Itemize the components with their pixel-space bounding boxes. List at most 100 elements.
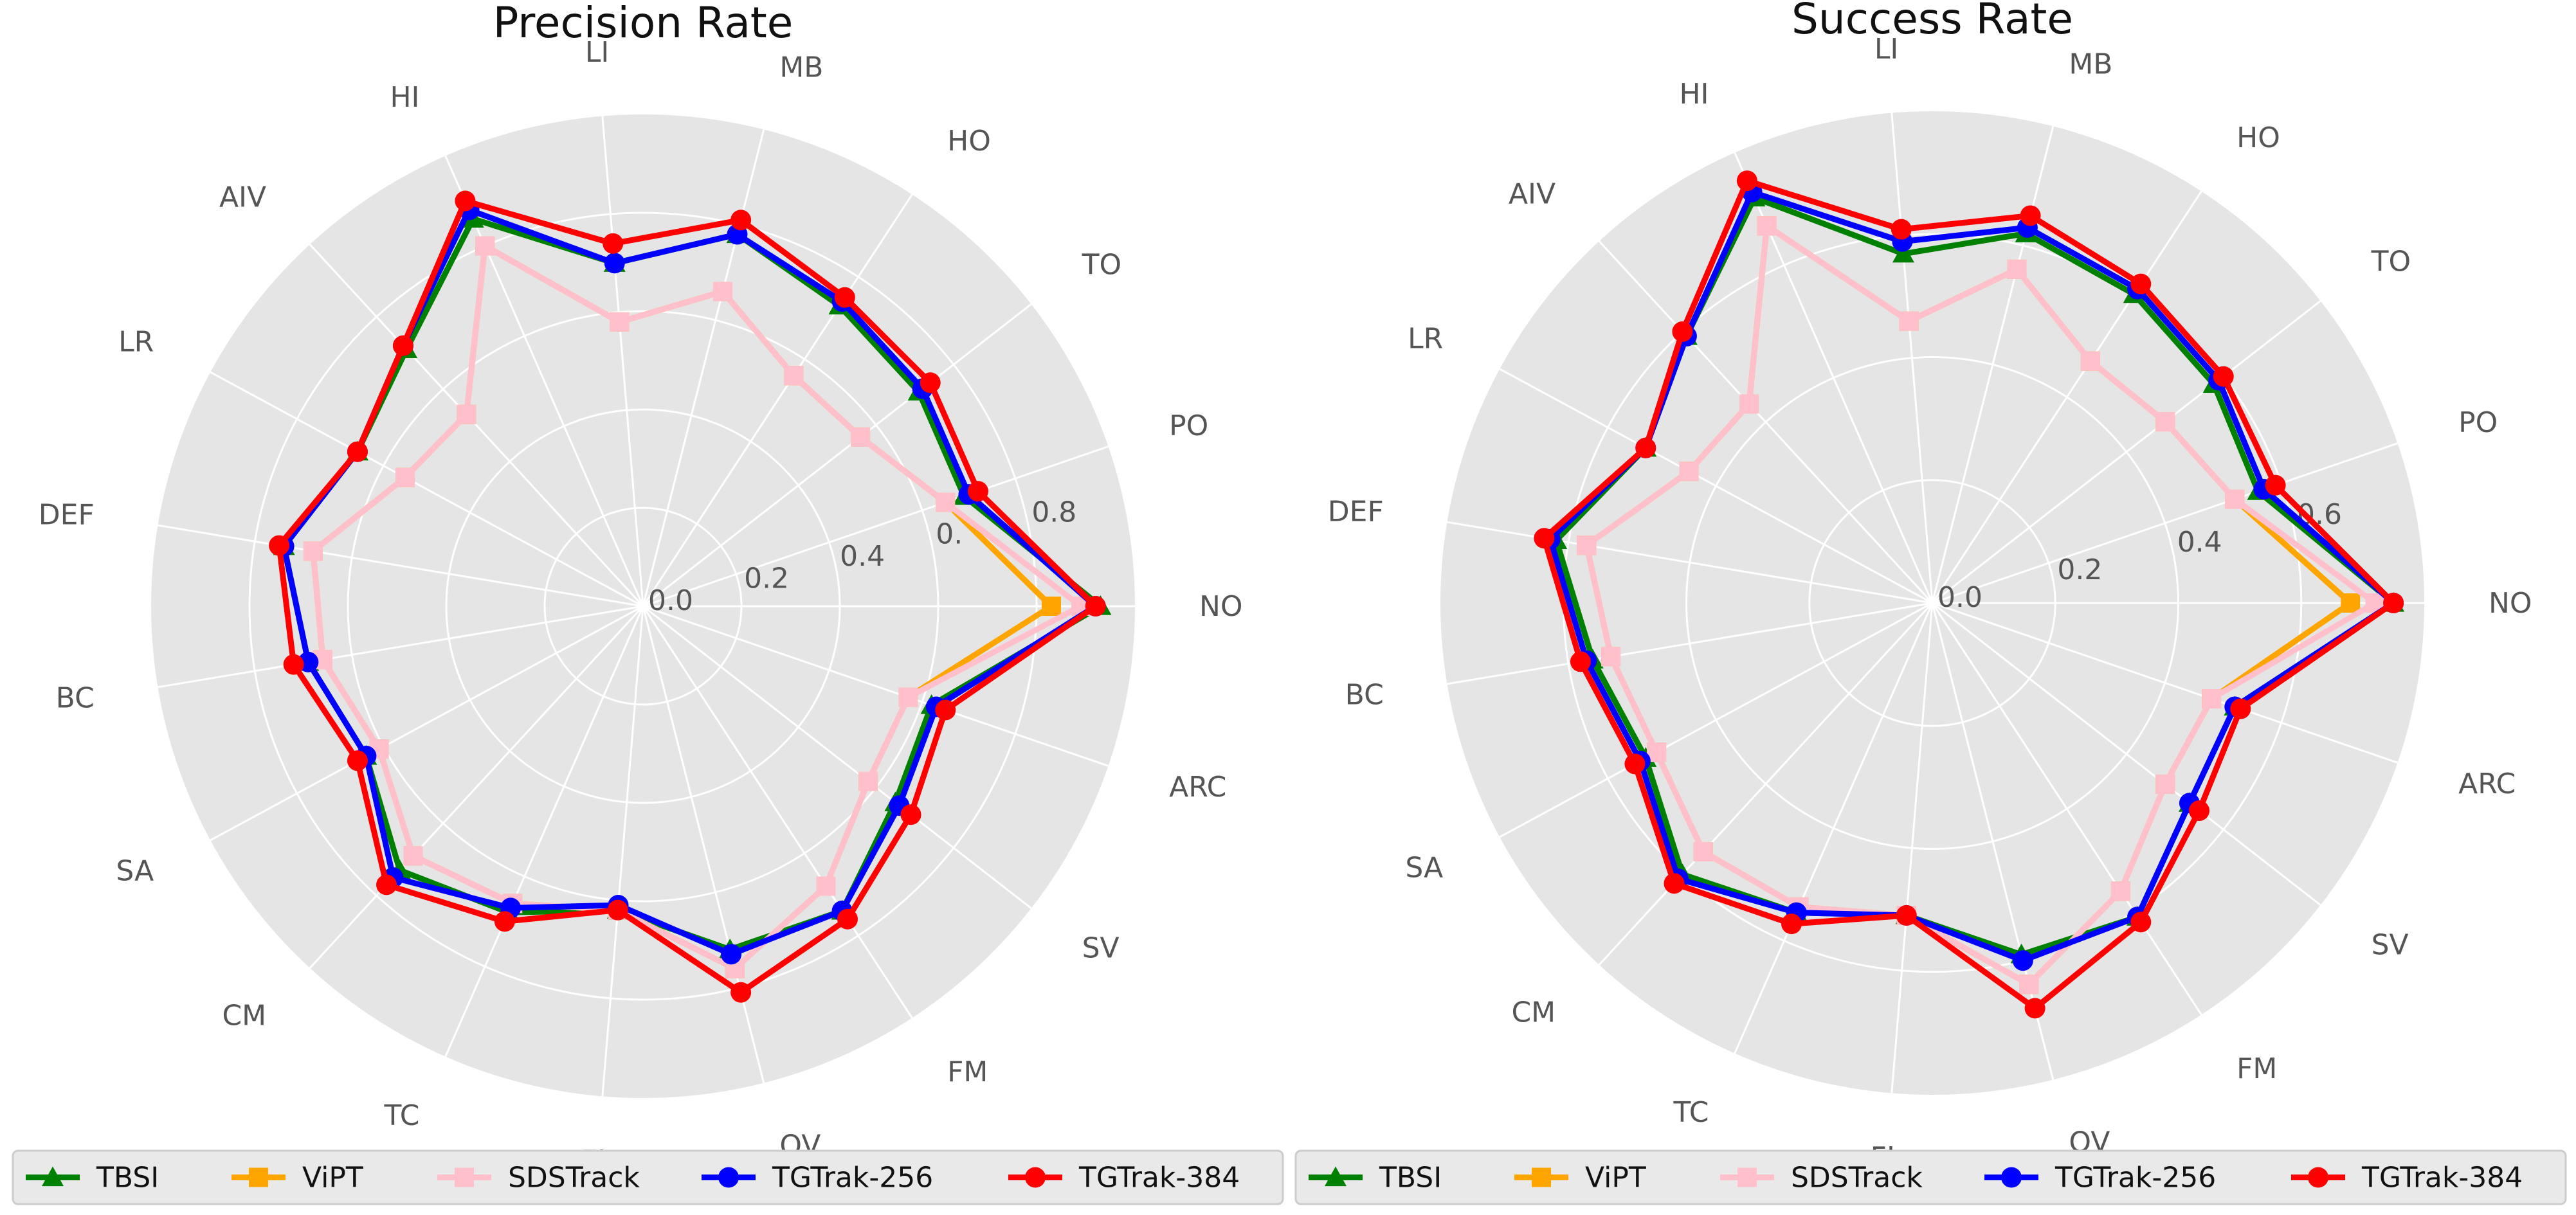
spoke-to <box>642 303 1032 608</box>
spoke-bc <box>158 605 644 688</box>
sdstrack-point-8 <box>395 467 415 487</box>
legend-item-tbsi: TBSI <box>1309 1162 1442 1194</box>
tick-label-2: 0.4 <box>840 540 885 573</box>
tick-label-3: 0. <box>936 518 963 551</box>
spoke-po <box>642 446 1109 608</box>
legend-vipt-point-0 <box>1532 1167 1551 1187</box>
tick-label-2: 0.4 <box>2177 526 2222 559</box>
category-label-cm: CM <box>222 999 266 1032</box>
legend-vipt-point-0 <box>249 1167 268 1187</box>
category-label-def: DEF <box>39 499 95 532</box>
legend-sdstrack-point-0 <box>1737 1167 1757 1187</box>
tick-label-4: 0.8 <box>1031 496 1076 528</box>
sdstrack-point-18 <box>2202 689 2222 709</box>
tgtrak-384-point-4 <box>730 210 752 231</box>
legend-sdstrack-point-0 <box>455 1167 474 1187</box>
tbsi-point-5 <box>1892 242 1914 263</box>
category-label-po: PO <box>2458 406 2498 439</box>
category-label-to: TO <box>1082 249 1122 282</box>
tgtrak-384-point-15 <box>2024 998 2045 1019</box>
spoke-aiv <box>309 244 644 608</box>
tgtrak-384-point-3 <box>834 287 855 308</box>
success-rate-chart: 0.00.20.40.6NOPOTOHOMBLIHIAIVLRDEFBCSACM… <box>1328 0 2532 1174</box>
spoke-ho <box>1931 190 2202 604</box>
tgtrak-384-point-7 <box>1672 321 1693 342</box>
category-label-fm: FM <box>2236 1052 2277 1085</box>
sdstrack-point-16 <box>816 876 836 896</box>
spoke-cm <box>309 605 644 969</box>
tick-label-0: 0.0 <box>648 584 693 617</box>
category-label-hi: HI <box>1679 78 1709 111</box>
legend-item-sdstrack: SDSTrack <box>1720 1162 1923 1194</box>
chart-title: Precision Rate <box>493 0 794 48</box>
sdstrack-point-9 <box>1577 536 1597 555</box>
sdstrack-point-5 <box>610 312 630 332</box>
tgtrak-384-point-14 <box>1896 905 1917 926</box>
category-label-tc: TC <box>1673 1096 1709 1129</box>
tgtrak-384-point-0 <box>2383 593 2404 613</box>
sdstrack-point-18 <box>898 687 918 707</box>
spoke-tc <box>1734 602 1934 1054</box>
tgtrak-384-point-2 <box>2213 366 2234 387</box>
legend-label-vipt: ViPT <box>1585 1162 1646 1194</box>
tgtrak-384-markers <box>1534 170 2404 1019</box>
category-label-to: TO <box>2371 246 2411 278</box>
category-label-lr: LR <box>118 325 154 358</box>
category-label-no: NO <box>2489 587 2532 620</box>
category-label-aiv: AIV <box>219 181 266 214</box>
sdstrack-point-1 <box>936 492 956 512</box>
sdstrack-point-2 <box>2155 412 2175 432</box>
tgtrak-256-series-line <box>281 207 1099 957</box>
tgtrak-384-point-16 <box>2130 912 2152 933</box>
tgtrak-384-point-8 <box>1635 437 1656 458</box>
category-label-tc: TC <box>384 1099 420 1132</box>
sdstrack-point-4 <box>712 282 732 302</box>
legend-item-vipt: ViPT <box>1514 1162 1646 1194</box>
tgtrak-384-point-13 <box>494 911 515 932</box>
spoke-sa <box>210 605 644 842</box>
tgtrak-384-point-9 <box>1534 528 1555 549</box>
tgtrak-384-markers <box>269 190 1106 1003</box>
tgtrak-384-point-5 <box>1891 219 1912 240</box>
legend-label-tbsi: TBSI <box>96 1162 159 1194</box>
vipt-point-0 <box>2341 593 2361 613</box>
chart-title: Success Rate <box>1791 0 2073 44</box>
tgtrak-384-point-8 <box>347 441 368 462</box>
category-label-mb: MB <box>779 51 823 84</box>
category-label-bc: BC <box>56 681 95 714</box>
spoke-cm <box>1598 602 1934 966</box>
category-label-aiv: AIV <box>1509 178 1556 211</box>
tgtrak-384-point-4 <box>2020 205 2041 226</box>
legend-label-tbsi: TBSI <box>1379 1162 1442 1194</box>
spoke-bc <box>1447 602 1933 685</box>
legend-item-sdstrack: SDSTrack <box>437 1162 640 1194</box>
sdstrack-point-10 <box>1601 647 1621 667</box>
legend-label-sdstrack: SDSTrack <box>1791 1162 1923 1194</box>
spoke-tc <box>444 606 644 1058</box>
sdstrack-series-line <box>310 243 1084 972</box>
spoke-lr <box>1499 368 1933 604</box>
legend-tbsi-point-0 <box>1325 1166 1347 1187</box>
legend-label-vipt: ViPT <box>302 1162 363 1194</box>
spoke-ho <box>642 194 913 607</box>
legend-item-tgtrak-384: TGTrak-384 <box>2291 1162 2523 1194</box>
legend-label-tgtrak-384: TGTrak-384 <box>2361 1162 2523 1194</box>
sdstrack-point-15 <box>2019 975 2039 995</box>
category-label-lr: LR <box>1408 322 1443 355</box>
precision-rate-chart: 0.0 0.2 0.4 0. 0.8 NO PO TO HO MB LI HI AIV LR DEF BC SA… <box>39 0 1243 1177</box>
category-label-arc: ARC <box>2458 768 2516 800</box>
precision-rate-legend: TBSI ViPT SDSTrack TGTrak-256 TGTrak-384 <box>12 1149 1284 1205</box>
legend-label-sdstrack: SDSTrack <box>508 1162 640 1194</box>
tgtrak-384-point-18 <box>935 699 956 721</box>
tgtrak-384-point-7 <box>392 335 413 356</box>
spoke-mb <box>642 129 765 607</box>
sdstrack-point-7 <box>457 404 476 424</box>
tgtrak-384-point-11 <box>1624 753 1646 775</box>
spoke-sa <box>1499 602 1933 838</box>
tgtrak-384-point-18 <box>2230 698 2251 719</box>
spoke-sv <box>1932 602 2321 906</box>
spoke-li <box>1891 113 1934 604</box>
category-label-bc: BC <box>1345 678 1384 711</box>
tgtrak-384-point-15 <box>730 982 752 1003</box>
tgtrak-384-series-line <box>276 197 1099 996</box>
